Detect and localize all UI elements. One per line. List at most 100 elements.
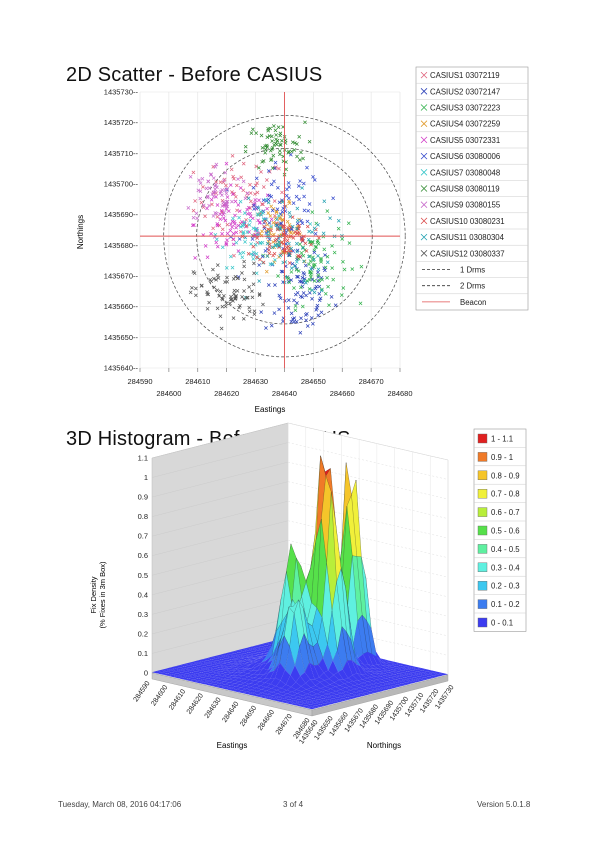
- scatter-point: [240, 255, 245, 260]
- histogram-surface-cell: [413, 671, 423, 675]
- scatter-point: [259, 170, 263, 174]
- histogram-surface-cell: [237, 690, 248, 694]
- histogram-surface-cell: [417, 670, 428, 673]
- histogram-surface-cell: [223, 677, 234, 680]
- scatter-point: [321, 231, 326, 236]
- histogram-surface-cell: [161, 668, 171, 672]
- histogram-surface-cell: [415, 678, 426, 682]
- histogram-surface-cell: [220, 668, 231, 671]
- scatter-point: [298, 158, 302, 162]
- scatter-point: [265, 135, 270, 140]
- scatter-legend-label: CASIUS9 03080155: [430, 201, 501, 210]
- scatter-point: [271, 253, 275, 258]
- scatter-point: [312, 279, 317, 283]
- scatter-point: [209, 172, 213, 177]
- histogram-surface-cell: [379, 673, 390, 676]
- histogram-gridline-z-left: [151, 540, 289, 576]
- histogram-surface-cell: [363, 664, 374, 669]
- scatter-point: [258, 257, 262, 262]
- scatter-point: [251, 250, 256, 255]
- histogram-surface-cell: [217, 659, 227, 662]
- scatter-point: [259, 213, 264, 217]
- histogram-surface-cell: [256, 656, 266, 665]
- histogram-surface-cell: [215, 654, 226, 658]
- scatter-point: [269, 224, 273, 229]
- scatter-xlabel: Eastings: [255, 405, 286, 414]
- histogram-surface-cell: [300, 672, 311, 684]
- scatter-point: [322, 247, 327, 252]
- scatter-point: [250, 237, 255, 241]
- scatter-point: [224, 301, 229, 306]
- scatter-point: [193, 199, 197, 203]
- histogram-surface-cell: [252, 664, 263, 671]
- histogram-surface-cell: [299, 633, 310, 673]
- histogram-surface-cell: [397, 670, 408, 673]
- histogram-gridline-z-left: [151, 422, 289, 459]
- scatter-legend-marker: [420, 136, 428, 144]
- histogram-surface-cell: [233, 674, 244, 678]
- histogram-surface-cell: [381, 661, 391, 666]
- scatter-point: [207, 186, 212, 190]
- histogram-surface-cell: [342, 660, 353, 678]
- histogram-surface-cell: [377, 682, 388, 686]
- histogram-surface-cell: [386, 680, 397, 684]
- histogram-surface-cell: [244, 652, 255, 655]
- scatter-point: [296, 275, 300, 279]
- histogram-surface-cell: [299, 700, 310, 704]
- scatter-point: [230, 199, 234, 204]
- histogram-surface-cell: [369, 687, 380, 691]
- scatter-legend-label: CASIUS10 03080231: [430, 217, 505, 226]
- histogram-surface-cell: [242, 691, 253, 695]
- histogram-surface-cell: [162, 673, 173, 676]
- histogram-surface-cell: [408, 672, 419, 676]
- scatter-point: [325, 209, 330, 213]
- histogram-surface-cell: [251, 687, 262, 692]
- histogram-surface-cell: [316, 688, 327, 692]
- scatter-point: [251, 244, 256, 249]
- histogram-surface-cell: [244, 679, 255, 684]
- scatter-point: [262, 224, 266, 229]
- scatter-point: [358, 301, 363, 306]
- scatter-point: [238, 199, 243, 204]
- scatter-legend-marker: [420, 169, 428, 176]
- histogram-ylabel: Northings: [367, 741, 401, 750]
- scatter-point: [236, 276, 240, 281]
- histogram-surface-cell: [216, 657, 227, 660]
- scatter-point: [223, 188, 228, 192]
- scatter-point: [270, 166, 275, 170]
- histogram-surface-cell: [404, 676, 415, 679]
- histogram-surface-cell: [298, 695, 308, 699]
- scatter-point: [216, 276, 221, 280]
- scatter-point: [243, 144, 248, 149]
- histogram-surface-cell: [257, 663, 268, 671]
- histogram-surface-cell: [241, 657, 252, 660]
- scatter-tick-label-x: 284670: [359, 377, 384, 386]
- histogram-surface-cell: [248, 693, 258, 696]
- scatter-point: [215, 203, 220, 207]
- scatter-point: [307, 229, 311, 234]
- histogram-surface-cell: [203, 678, 214, 681]
- scatter-point: [233, 199, 238, 204]
- histogram-surface-cell: [407, 670, 418, 673]
- scatter-point: [293, 304, 298, 308]
- histogram-surface-cell: [364, 685, 374, 689]
- scatter-point: [203, 244, 208, 248]
- scatter-legend-marker: [420, 250, 428, 257]
- scatter-point: [233, 213, 237, 218]
- histogram-surface-cell: [319, 700, 330, 704]
- scatter-point: [275, 217, 279, 222]
- histogram-surface-cell: [229, 664, 240, 667]
- histogram-surface-cell: [249, 660, 259, 663]
- histogram-surface-cell: [290, 703, 301, 706]
- histogram-surface-cell: [189, 666, 200, 669]
- scatter-point: [230, 190, 234, 194]
- histogram-surface-cell: [289, 700, 300, 704]
- histogram-tick-label-z: 0.2: [138, 629, 148, 638]
- scatter-point: [256, 206, 261, 210]
- histogram-surface-cell: [383, 686, 394, 690]
- histogram-surface-cell: [396, 681, 407, 684]
- scatter-point: [223, 203, 228, 208]
- histogram-surface-cell: [314, 677, 325, 683]
- histogram-surface-cell: [168, 674, 178, 678]
- histogram-surface-cell: [376, 676, 386, 680]
